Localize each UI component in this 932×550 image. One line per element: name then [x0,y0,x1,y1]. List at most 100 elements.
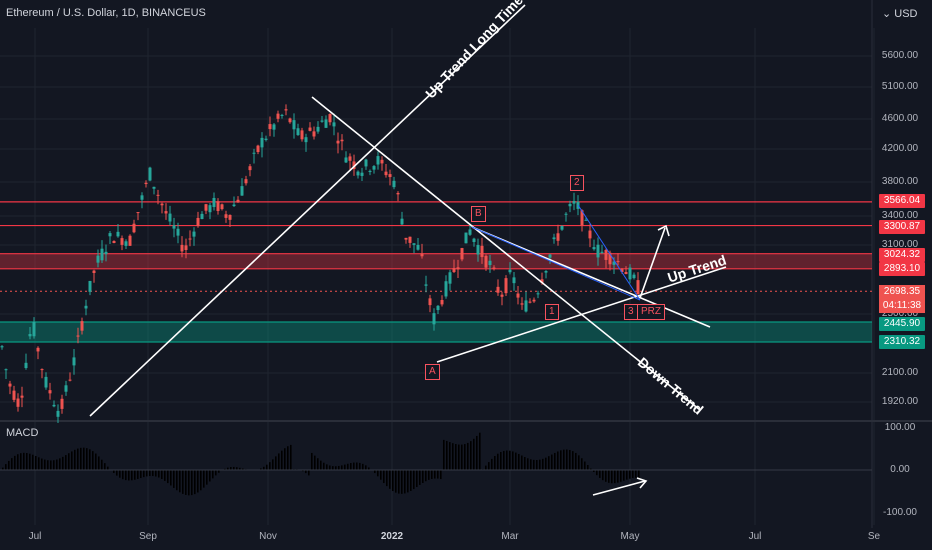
candle-body [376,156,380,165]
macd-bar [215,470,217,476]
candle-body [320,120,324,122]
macd-bar [179,470,181,493]
macd-bar [536,460,538,470]
macd-bar [161,470,163,479]
macd-bar [638,470,640,478]
macd-bar [116,470,118,476]
macd-bar [608,470,610,483]
macd-bar [263,466,265,470]
candle-body [152,186,156,189]
candle-body [548,254,552,258]
candle-body [56,410,60,417]
macd-bar [35,455,37,470]
candle-body [508,269,512,273]
candle-body [228,214,232,220]
macd-bar [590,468,592,470]
candle-body [28,334,32,337]
macd-bar [86,448,88,470]
macd-bar [80,447,82,470]
candle-body [44,376,48,388]
candle-body [496,286,500,293]
candle-body [48,390,52,394]
macd-bar [629,470,631,479]
macd-bar [281,450,283,470]
macd-indicator-label[interactable]: MACD [6,427,39,439]
macd-bar [23,452,25,470]
macd-bar [470,441,472,470]
macd-bar [92,451,94,470]
macd-bar [635,470,637,478]
macd-bar [419,470,421,485]
macd-bar [524,456,526,470]
macd-bar [113,470,115,473]
arrow-head [636,477,648,489]
candle-body [572,200,576,204]
trendline-down [311,96,701,411]
macd-bar [428,470,430,480]
macd-bar [266,464,268,470]
macd-bar [521,455,523,470]
point-label-b[interactable]: B [471,206,486,222]
candle-body [408,236,412,243]
sr-zones [0,201,872,343]
macd-bar [236,467,238,470]
time-tick: 2022 [380,531,404,542]
candle-body [628,267,632,280]
point-label-1[interactable]: 1 [545,304,559,320]
candle-body [160,203,164,206]
macd-bar [392,470,394,492]
point-label-3[interactable]: 3 [624,304,638,320]
symbol-title[interactable]: Ethereum / U.S. Dollar, 1D, BINANCEUS [6,7,206,19]
macd-bar [59,458,61,470]
candle-body [512,277,516,284]
support-zone [0,321,872,342]
macd-bar [188,470,190,496]
macd-bar [530,459,532,470]
point-label-a[interactable]: A [425,364,440,380]
candle-body [96,255,100,263]
macd-bar [455,444,457,470]
macd-bar [197,470,199,493]
price-label-3566: 3566.04 [879,194,925,208]
price-tick: 2100.00 [881,367,919,378]
macd-bar [302,470,304,472]
arrow-up-target [639,227,666,299]
macd-bar [32,454,34,470]
candle-body [104,251,108,255]
macd-bar [149,470,151,477]
macd-bar [272,459,274,470]
macd-bar [389,470,391,489]
candle-body [0,346,4,348]
macd-histogram [0,432,872,496]
candle-body [312,131,316,137]
macd-bar [383,470,385,484]
macd-bar [287,446,289,470]
candle-body [116,231,120,237]
macd-bar [401,470,403,494]
candle-body [148,167,152,181]
candle-body [592,247,596,250]
point-label-2[interactable]: 2 [570,175,584,191]
macd-bar [47,460,49,470]
candle-body [316,126,320,132]
currency-selector[interactable]: ⌄ USD [882,7,918,20]
macd-bar [101,459,103,470]
time-tick: Jul [28,531,42,542]
macd-bar [566,449,568,470]
candle-body [272,124,276,130]
macd-bar [518,453,520,470]
macd-bar [461,444,463,470]
candle-body [600,251,604,253]
macd-bar [575,452,577,470]
macd-bar [326,464,328,470]
price-tick: 4600.00 [881,113,919,124]
candle-body [124,241,128,246]
candle-body [468,229,472,235]
candle-body [388,174,392,178]
macd-bar [308,470,310,476]
candle-body [384,171,388,176]
trendlines[interactable] [89,4,727,496]
macd-bar [407,470,409,493]
point-label-prz[interactable]: PRZ [637,304,665,320]
